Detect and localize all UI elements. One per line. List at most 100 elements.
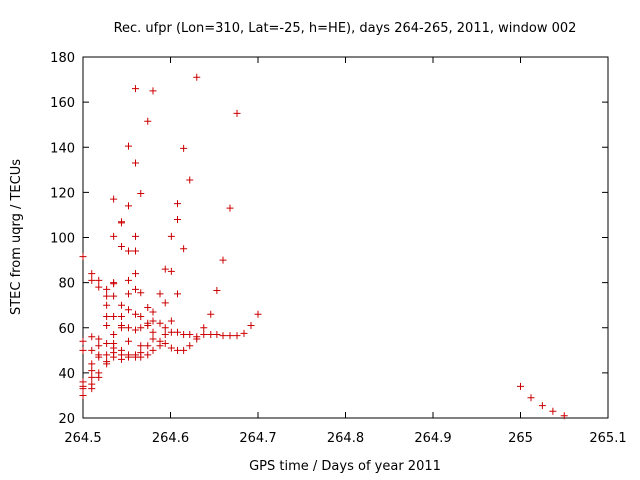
data-point: [174, 328, 181, 336]
data-point: [79, 391, 87, 399]
data-point: [226, 332, 234, 340]
y-tick-label: 180: [50, 51, 75, 66]
data-point: [95, 353, 103, 361]
data-point: [132, 232, 139, 240]
data-point: [193, 335, 201, 343]
data-point: [132, 310, 139, 318]
data-point: [103, 312, 111, 320]
data-point: [137, 324, 145, 332]
data-point: [125, 290, 132, 298]
data-point: [156, 319, 164, 327]
data-point: [118, 355, 125, 363]
data-point: [79, 346, 87, 354]
data-point: [79, 385, 87, 393]
data-point: [79, 253, 87, 261]
data-point: [254, 310, 262, 318]
data-point: [137, 342, 145, 350]
data-point: [549, 407, 557, 415]
data-point: [538, 402, 546, 410]
data-point: [149, 317, 157, 325]
data-point: [156, 342, 164, 350]
data-point: [167, 267, 175, 275]
y-tick-label: 140: [50, 141, 75, 156]
data-point: [174, 346, 181, 354]
data-point: [186, 342, 194, 350]
data-point: [180, 245, 188, 253]
plot-frame: [82, 56, 609, 419]
data-point: [110, 232, 118, 240]
data-point: [103, 285, 111, 293]
data-point: [103, 360, 111, 368]
data-point: [125, 324, 132, 332]
data-point: [174, 200, 181, 208]
data-point: [132, 85, 139, 93]
data-point: [95, 335, 103, 343]
y-tick-label: 20: [58, 412, 75, 427]
data-point: [144, 342, 152, 350]
x-tick-label: 265: [508, 431, 533, 446]
data-point: [103, 301, 111, 309]
data-point: [149, 335, 157, 343]
y-tick-label: 120: [50, 186, 75, 201]
data-point: [103, 292, 111, 300]
data-point: [161, 340, 169, 348]
data-point: [156, 290, 164, 298]
data-point: [200, 331, 208, 339]
data-point: [161, 324, 169, 332]
data-point: [88, 276, 96, 284]
data-point: [213, 331, 221, 339]
data-point: [110, 331, 118, 339]
data-point: [103, 351, 111, 359]
data-point: [149, 346, 157, 354]
data-point: [88, 333, 96, 341]
y-tick-label: 160: [50, 96, 75, 111]
data-point: [88, 346, 96, 354]
data-point: [137, 190, 145, 198]
data-point: [125, 202, 132, 210]
x-tick-label: 264.7: [239, 431, 276, 446]
data-point: [118, 301, 125, 309]
data-point: [88, 367, 96, 375]
data-point: [132, 270, 139, 278]
data-point: [110, 312, 118, 320]
data-point: [144, 117, 152, 125]
data-point: [132, 285, 139, 293]
data-point: [200, 324, 208, 332]
x-tick-label: 265.1: [589, 431, 626, 446]
data-point: [95, 276, 103, 284]
data-point: [88, 360, 96, 368]
data-point: [180, 331, 188, 339]
y-axis-label: STEC from uqrg / TECUs: [9, 159, 24, 315]
x-tick-label: 264.9: [414, 431, 451, 446]
data-point: [125, 306, 132, 314]
data-point: [240, 329, 248, 337]
data-point: [132, 247, 139, 255]
data-point: [517, 382, 524, 390]
data-point: [125, 247, 132, 255]
data-point: [161, 265, 169, 273]
data-point: [174, 215, 181, 223]
data-point: [144, 351, 152, 359]
data-point: [132, 159, 139, 167]
data-point: [110, 292, 118, 300]
data-point: [193, 73, 201, 81]
data-point: [149, 328, 157, 336]
data-point: [180, 144, 188, 152]
data-point: [180, 346, 188, 354]
y-tick-label: 100: [50, 232, 75, 247]
data-point: [219, 332, 227, 340]
data-point: [226, 204, 234, 212]
data-point: [118, 219, 125, 227]
data-point: [174, 290, 181, 298]
x-tick-label: 264.5: [64, 431, 101, 446]
data-point: [144, 303, 152, 311]
data-point: [118, 324, 125, 332]
data-point: [207, 310, 215, 318]
data-point: [88, 270, 96, 278]
data-point: [167, 344, 175, 352]
data-point: [167, 232, 175, 240]
data-point: [132, 326, 139, 334]
data-point: [88, 385, 96, 393]
data-point: [137, 353, 145, 361]
data-point: [95, 373, 103, 381]
